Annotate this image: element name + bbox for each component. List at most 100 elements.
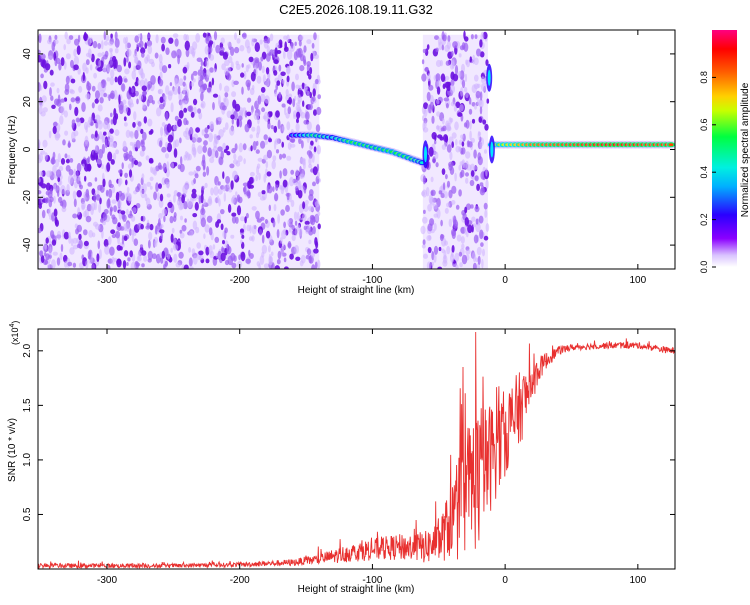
noise-speck <box>302 100 305 107</box>
noise-speck <box>208 245 213 255</box>
noise-speck <box>212 93 219 98</box>
noise-speck <box>68 231 71 239</box>
noise-speck <box>251 37 255 47</box>
noise-speck <box>260 86 266 93</box>
noise-speck <box>190 111 195 118</box>
x-tick-label: 100 <box>629 275 646 286</box>
noise-speck <box>286 155 292 161</box>
noise-speck <box>438 246 442 252</box>
noise-speck <box>90 203 96 211</box>
noise-speck <box>158 213 163 220</box>
noise-speck <box>263 263 270 269</box>
noise-speck <box>193 148 197 158</box>
noise-speck <box>438 190 443 195</box>
noise-speck <box>97 120 103 130</box>
noise-speck <box>42 139 48 148</box>
noise-speck <box>256 75 262 84</box>
noise-speck <box>252 140 257 151</box>
noise-speck <box>155 34 159 44</box>
noise-speck <box>287 219 291 226</box>
noise-speck <box>273 59 279 64</box>
noise-speck <box>58 196 63 203</box>
noise-speck <box>180 100 183 111</box>
noise-speck <box>308 164 313 169</box>
noise-speck <box>183 130 188 138</box>
noise-speck <box>173 253 178 263</box>
noise-speck <box>270 125 274 130</box>
noise-speck <box>113 59 116 70</box>
noise-speck <box>184 218 187 223</box>
noise-speck <box>451 141 455 149</box>
noise-speck <box>109 246 115 256</box>
noise-speck <box>182 100 188 105</box>
noise-speck <box>109 208 113 217</box>
noise-speck <box>311 42 315 49</box>
noise-speck <box>128 169 133 178</box>
noise-speck <box>226 73 232 81</box>
noise-speck <box>285 89 289 97</box>
noise-speck <box>269 33 274 42</box>
noise-speck <box>59 252 63 261</box>
noise-speck <box>288 227 292 233</box>
noise-speck <box>217 181 221 186</box>
noise-speck <box>55 169 62 178</box>
noise-speck <box>211 77 215 86</box>
noise-speck <box>224 227 228 234</box>
noise-speck <box>227 255 234 266</box>
noise-speck <box>141 173 145 180</box>
noise-speck <box>249 134 253 139</box>
noise-speck <box>426 44 430 50</box>
noise-speck <box>133 238 139 246</box>
noise-speck <box>481 76 485 84</box>
noise-speck <box>158 198 164 208</box>
noise-speck <box>107 236 112 246</box>
x-tick-label: -100 <box>362 575 382 586</box>
noise-speck <box>276 229 280 239</box>
noise-speck <box>192 133 199 143</box>
noise-speck <box>51 104 56 110</box>
noise-speck <box>223 97 227 103</box>
snr-x-ticks: -300 -200 -100 0 100 <box>97 329 647 586</box>
noise-speck <box>213 30 218 41</box>
noise-speck <box>125 41 128 50</box>
noise-speck <box>97 43 102 49</box>
noise-speck <box>234 32 237 40</box>
noise-speck <box>255 149 260 154</box>
noise-speck <box>309 67 313 75</box>
noise-speck <box>45 182 51 191</box>
noise-speck <box>277 74 283 82</box>
noise-speck <box>170 162 175 169</box>
noise-speck <box>235 191 238 197</box>
noise-speck <box>122 99 127 105</box>
noise-speck <box>93 192 97 203</box>
noise-speck <box>38 227 42 234</box>
noise-speck <box>460 236 465 244</box>
noise-speck <box>83 229 88 236</box>
noise-speck <box>114 47 119 54</box>
noise-speck <box>116 258 122 268</box>
noise-speck <box>54 58 58 67</box>
noise-speck <box>84 135 89 145</box>
noise-speck <box>220 37 225 44</box>
noise-speck <box>73 168 77 177</box>
noise-speck <box>303 119 309 125</box>
edge-streak-core <box>487 69 491 86</box>
noise-speck <box>265 230 271 239</box>
noise-speck <box>245 64 249 73</box>
noise-speck <box>125 179 128 186</box>
noise-speck <box>464 206 468 214</box>
noise-speck <box>92 40 98 49</box>
noise-speck <box>238 115 243 121</box>
noise-speck <box>170 247 173 253</box>
colorbar-ticks: 0.0 0.2 0.4 0.6 0.8 <box>699 71 716 273</box>
noise-speck <box>152 253 157 260</box>
snr-multiplier-exp: 4 <box>9 323 16 327</box>
noise-speck <box>280 71 286 77</box>
noise-speck <box>60 185 66 195</box>
noise-speck <box>125 193 129 198</box>
noise-speck <box>200 217 206 228</box>
snr-panel: -300 -200 -100 0 100 0.5 1.0 1.5 2.0 Height of … <box>7 321 676 595</box>
noise-speck <box>120 210 126 215</box>
noise-speck <box>120 192 125 201</box>
